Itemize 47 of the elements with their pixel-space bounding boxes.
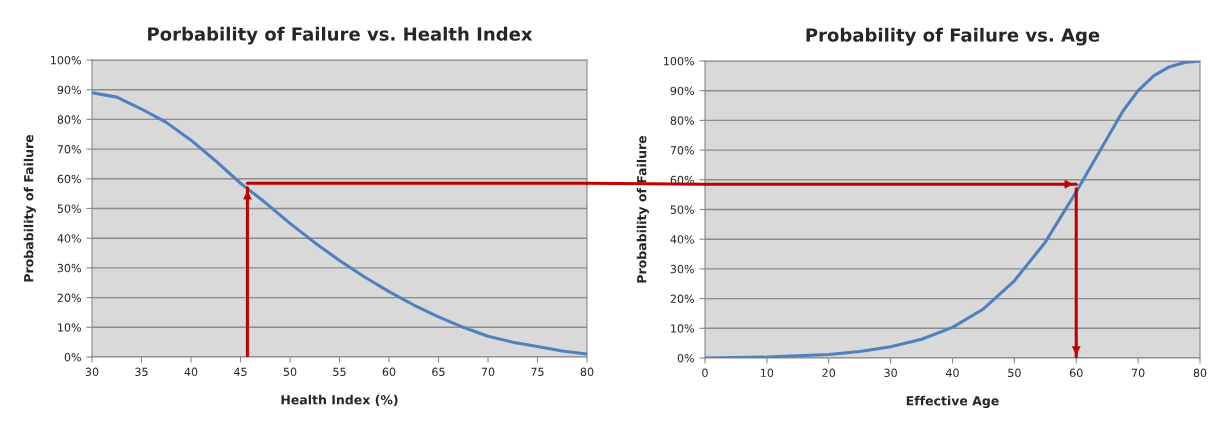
y-tick-label: 90% xyxy=(670,86,694,96)
x-tick-label: 40 xyxy=(945,368,959,378)
x-tick-label: 30 xyxy=(85,367,99,377)
y-tick-label: 10% xyxy=(671,324,694,333)
y-tick-label: 20% xyxy=(57,293,81,302)
y-tick-label: 80% xyxy=(57,115,81,124)
x-tick-label: 65 xyxy=(432,367,445,377)
y-tick-label: 40% xyxy=(670,235,694,244)
y-tick-label: 90% xyxy=(57,85,81,95)
y-tick-label: 100% xyxy=(664,56,694,66)
x-tick-label: 70 xyxy=(481,367,495,377)
x-tick-label: 0 xyxy=(702,368,708,378)
y-tick-label: 0% xyxy=(677,353,694,363)
y-tick-label: 60% xyxy=(57,174,81,184)
x-tick-label: 50 xyxy=(283,367,297,377)
x-tick-label: 35 xyxy=(135,367,148,377)
y-tick-label: 30% xyxy=(57,263,81,273)
chart-title: Porbability of Failure vs. Health Index xyxy=(148,26,533,45)
x-tick-label: 20 xyxy=(822,368,836,378)
x-tick-label: 60 xyxy=(1069,368,1083,378)
y-tick-label: 50% xyxy=(670,205,694,214)
x-tick-label: 40 xyxy=(184,367,198,377)
chart-title: Probability of Failure vs. Age xyxy=(806,27,1100,46)
y-tick-label: 70% xyxy=(57,145,81,154)
y-tick-label: 100% xyxy=(51,55,81,65)
y-tick-label: 40% xyxy=(57,234,81,243)
x-axis-title: Health Index (%) xyxy=(281,394,398,406)
x-tick-label: 30 xyxy=(884,368,897,378)
y-axis-title: Probability of Failure xyxy=(636,135,649,283)
x-tick-label: 75 xyxy=(531,367,544,377)
x-tick-label: 45 xyxy=(233,367,247,377)
y-tick-label: 80% xyxy=(670,116,694,125)
y-tick-label: 70% xyxy=(670,146,694,155)
y-axis-title: Probability of Failure xyxy=(23,134,36,282)
y-tick-label: 10% xyxy=(58,323,81,332)
y-tick-label: 30% xyxy=(670,264,694,274)
x-tick-label: 55 xyxy=(333,367,346,377)
x-tick-label: 80 xyxy=(580,367,594,377)
x-tick-label: 70 xyxy=(1131,368,1145,378)
x-tick-label: 50 xyxy=(1008,368,1021,378)
x-axis-title: Effective Age xyxy=(906,395,999,409)
x-tick-label: 60 xyxy=(382,367,396,377)
y-tick-label: 50% xyxy=(57,204,81,213)
x-tick-label: 80 xyxy=(1193,368,1207,378)
y-tick-label: 0% xyxy=(64,352,81,362)
x-tick-label: 10 xyxy=(761,368,774,378)
y-tick-label: 20% xyxy=(670,294,694,303)
